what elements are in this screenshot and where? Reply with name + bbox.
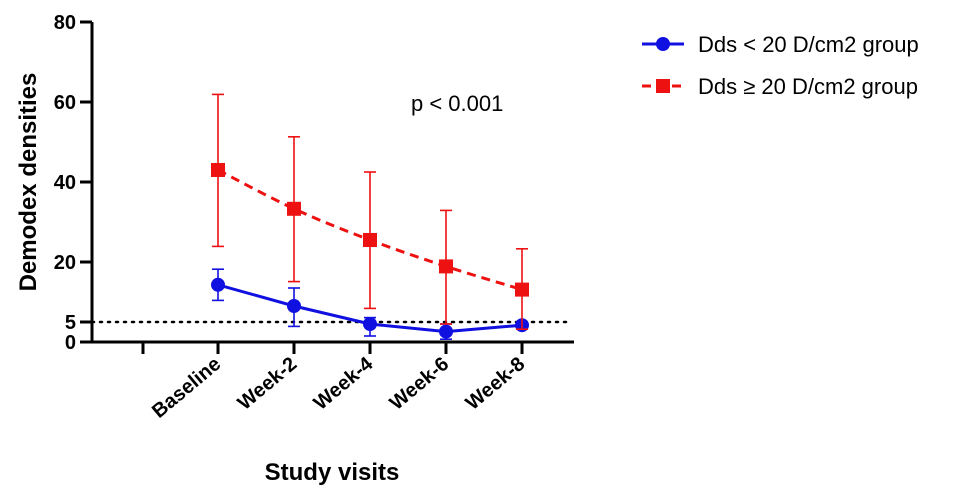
x-axis-title: Study visits bbox=[265, 459, 400, 486]
y-tick-label-20: 20 bbox=[54, 252, 76, 274]
x-category-label: Week-2 bbox=[234, 353, 302, 415]
data-point bbox=[439, 324, 453, 339]
y-tick-label-80: 80 bbox=[54, 12, 76, 34]
y-tick-label-0: 0 bbox=[65, 332, 76, 354]
data-point bbox=[211, 277, 225, 292]
data-point bbox=[439, 259, 453, 274]
data-point bbox=[287, 299, 301, 313]
x-category-label: Week-4 bbox=[310, 352, 378, 414]
legend-marker-circle bbox=[656, 37, 670, 51]
x-category-label: Baseline bbox=[148, 353, 225, 423]
data-point bbox=[211, 163, 225, 177]
data-point bbox=[363, 317, 377, 331]
data-point bbox=[363, 233, 377, 247]
y-tick-label-5: 5 bbox=[65, 312, 76, 334]
x-category-label: Week-8 bbox=[462, 353, 530, 415]
p-value-annotation: p < 0.001 bbox=[411, 91, 503, 116]
legend-label-high-group: Dds ≥ 20 D/cm2 group bbox=[698, 74, 918, 99]
data-point bbox=[515, 282, 529, 297]
x-category-label: Week-6 bbox=[386, 353, 454, 415]
legend-label-low-group: Dds < 20 D/cm2 group bbox=[698, 32, 919, 57]
series-1 bbox=[211, 93, 529, 331]
y-axis-title: Demodex densities bbox=[15, 73, 42, 292]
legend-marker-square bbox=[656, 79, 670, 93]
legend: Dds < 20 D/cm2 group Dds ≥ 20 D/cm2 grou… bbox=[642, 32, 919, 99]
data-point bbox=[287, 201, 301, 216]
y-tick-label-60: 60 bbox=[54, 92, 76, 114]
plot-layer: 05 20 40 60 80 Baseline Week-2 Week-4 Week-6 Week… bbox=[54, 12, 568, 423]
y-tick-label-40: 40 bbox=[54, 172, 76, 194]
